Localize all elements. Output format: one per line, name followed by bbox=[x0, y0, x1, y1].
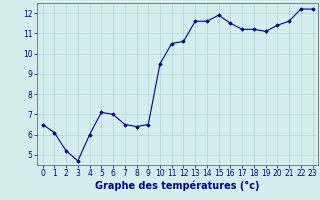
X-axis label: Graphe des températures (°c): Graphe des températures (°c) bbox=[95, 181, 260, 191]
